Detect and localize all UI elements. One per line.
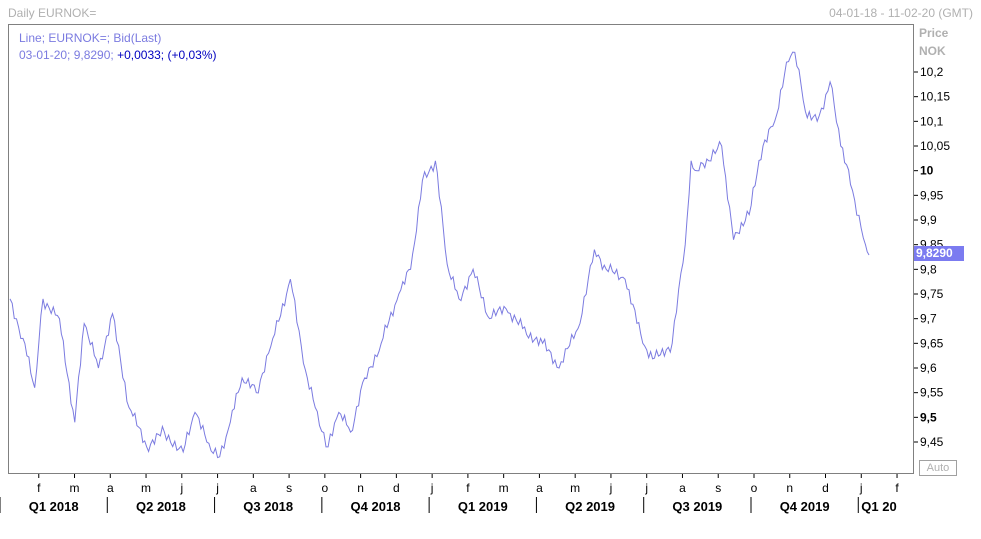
x-month-label: j [430,481,434,495]
x-quarter-label: Q4 2018 [351,499,401,514]
x-quarter-label: Q1 20 [861,499,896,514]
x-month-label: f [895,481,899,495]
axis-header-price: Price [919,26,949,40]
last-value-label: 9,8290 [914,246,964,261]
legend-series: Line; EURNOK=; Bid(Last) [19,31,162,45]
x-quarter-label: Q2 2019 [565,499,615,514]
x-quarter-label: Q1 2018 [29,499,79,514]
y-axis: 9,459,59,559,69,659,79,759,89,859,99,951… [914,65,950,449]
y-tick-label: 9,75 [920,287,944,301]
x-month-label: j [215,481,219,495]
x-month-label: o [322,481,329,495]
x-month-label: d [822,481,829,495]
x-month-label: m [499,481,509,495]
x-month-label: j [179,481,183,495]
y-tick-label: 9,45 [920,435,944,449]
auto-scale-button[interactable]: Auto [919,460,957,476]
x-quarter-label: Q3 2019 [672,499,722,514]
y-tick-label: 9,95 [920,188,944,202]
x-month-label: a [250,481,257,495]
chart-title: Daily EURNOK= [8,6,97,20]
price-series-line [9,51,870,459]
y-tick-label: 10,15 [920,90,950,104]
x-month-label: a [107,481,114,495]
y-tick-label: 10,1 [920,114,944,128]
axis-header-currency: NOK [919,44,946,58]
x-axis: f m a m j j a s o n d j f m a m j j a s o n d j f Q1 2018 Q2 2018 Q… [0,474,899,514]
y-tick-label: 9,55 [920,386,944,400]
x-month-label: n [786,481,793,495]
y-tick-label: 10 [920,164,934,178]
x-quarter-label: Q1 2019 [458,499,508,514]
y-tick-label: 9,5 [920,410,937,424]
date-range: 04-01-18 - 11-02-20 (GMT) [829,6,973,20]
x-month-label: d [393,481,400,495]
x-month-label: a [536,481,543,495]
x-month-label: s [286,481,292,495]
x-month-label: f [466,481,470,495]
x-quarter-label: Q4 2019 [780,499,830,514]
x-month-label: j [859,481,863,495]
x-month-label: o [751,481,758,495]
x-month-label: f [37,481,41,495]
x-month-label: m [570,481,580,495]
x-month-label: m [70,481,80,495]
x-month-label: s [715,481,721,495]
legend-change: +0,0033; (+0,03%) [117,48,217,62]
legend-last-date: 03-01-20; 9,8290; [19,48,114,62]
x-month-label: n [357,481,364,495]
y-tick-label: 9,7 [920,312,937,326]
x-month-label: j [644,481,648,495]
y-tick-label: 10,2 [920,65,944,79]
y-tick-label: 9,8 [920,262,937,276]
y-tick-label: 9,9 [920,213,937,227]
x-month-label: a [679,481,686,495]
x-quarter-label: Q2 2018 [136,499,186,514]
y-tick-label: 9,65 [920,336,944,350]
x-month-label: m [141,481,151,495]
x-quarter-label: Q3 2018 [243,499,293,514]
legend-last-values: 03-01-20; 9,8290; +0,0033; (+0,03%) [19,48,217,62]
y-tick-label: 9,6 [920,361,937,375]
x-month-label: j [609,481,613,495]
y-tick-label: 10,05 [920,139,950,153]
plot-area[interactable] [8,24,914,474]
